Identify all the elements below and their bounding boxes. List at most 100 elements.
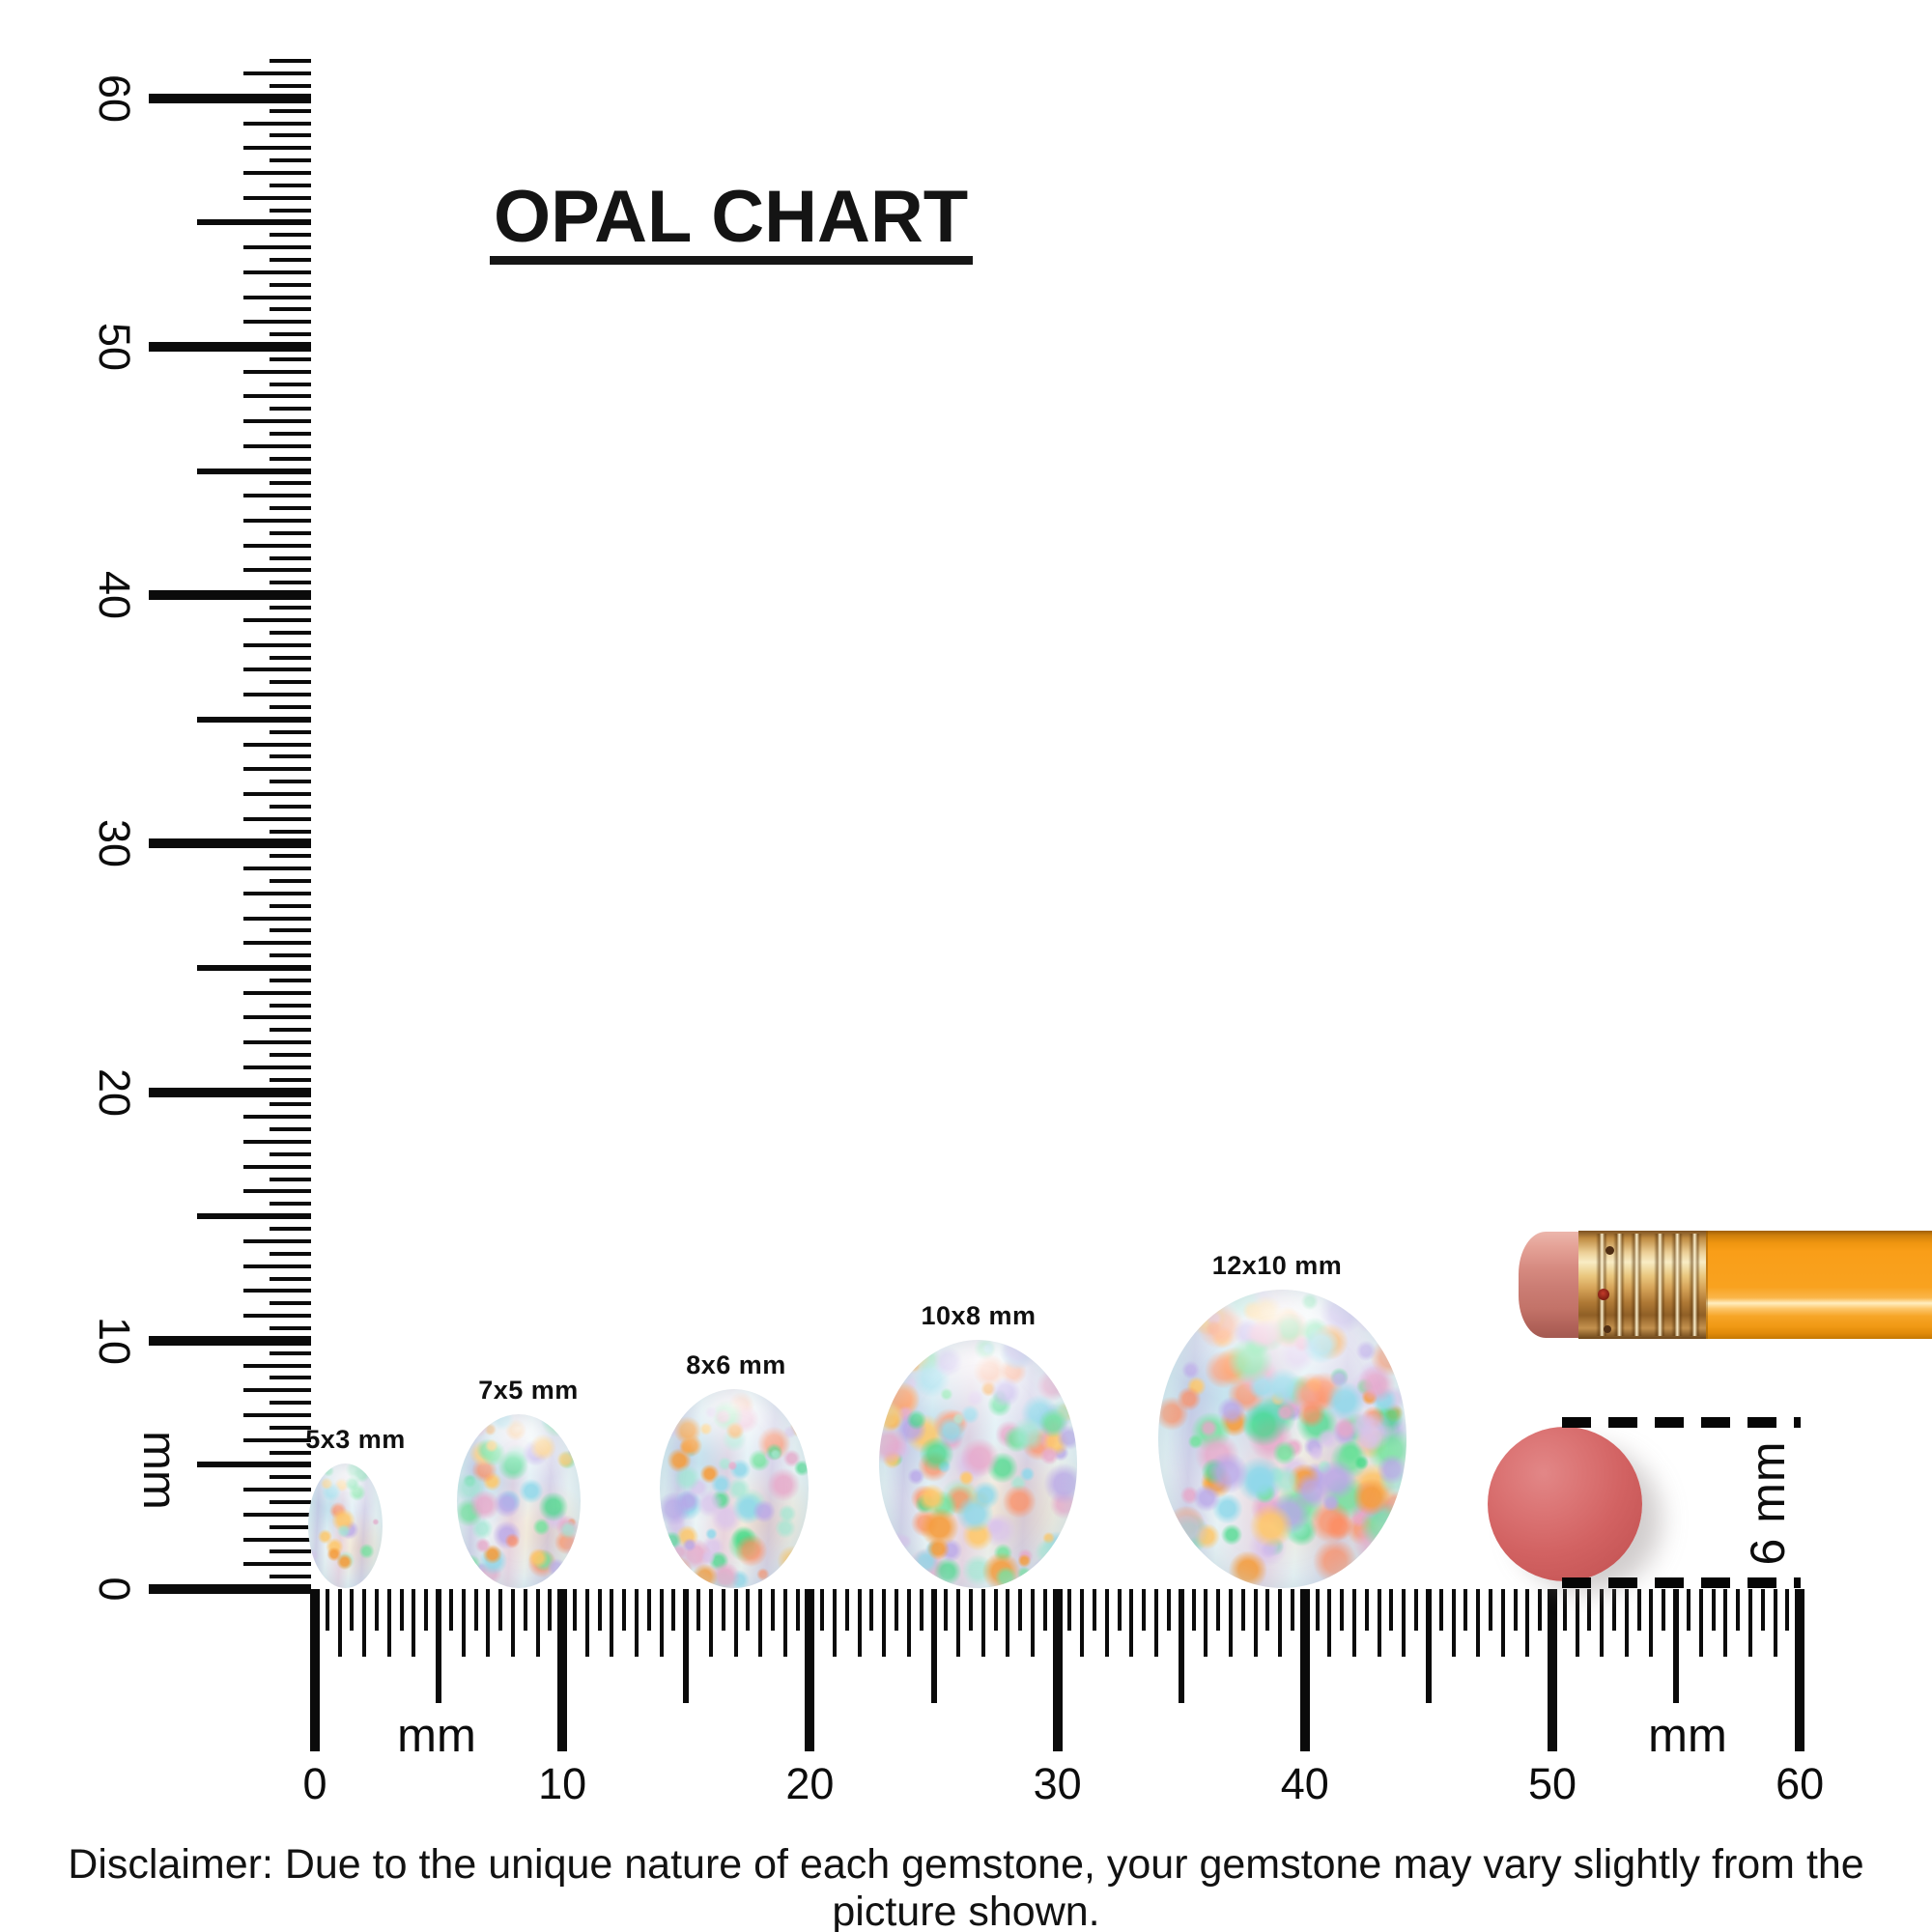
ruler-label: 50	[90, 322, 139, 372]
ruler-tick	[930, 1589, 937, 1703]
ruler-tick	[270, 704, 311, 709]
ruler-tick	[523, 1589, 527, 1631]
ruler-tick	[721, 1589, 725, 1631]
ruler-tick	[243, 1189, 311, 1194]
ruler-tick	[1438, 1589, 1443, 1631]
ruler-tick	[1548, 1589, 1557, 1751]
opal-gem	[457, 1414, 581, 1588]
ruler-tick	[270, 780, 311, 784]
ruler-tick	[270, 1350, 311, 1355]
ruler-tick	[270, 1102, 311, 1107]
ruler-tick	[535, 1589, 540, 1657]
ruler-tick	[1080, 1589, 1085, 1657]
ruler-tick	[243, 1314, 311, 1319]
ruler-tick	[1299, 1589, 1310, 1751]
ruler-tick	[243, 1065, 311, 1069]
title-underline	[490, 256, 973, 265]
opal-size-label: 12x10 mm	[1211, 1251, 1343, 1280]
ruler-tick	[510, 1589, 515, 1657]
ruler-tick	[857, 1589, 862, 1657]
ruler-tick	[956, 1589, 961, 1657]
ruler-tick	[243, 1264, 311, 1268]
ruler-tick	[1006, 1589, 1010, 1657]
ruler-tick	[149, 342, 311, 352]
ruler-tick	[270, 903, 311, 908]
ruler-tick	[243, 990, 311, 995]
opal-size-label: 10x8 mm	[921, 1301, 1037, 1330]
ruler-tick	[548, 1589, 553, 1631]
ruler-tick	[270, 257, 311, 262]
ruler-tick	[243, 1488, 311, 1492]
ruler-tick	[270, 1401, 311, 1406]
ruler-tick	[270, 804, 311, 809]
dimension-line-bottom	[1562, 1577, 1801, 1588]
ruler-tick	[270, 208, 311, 213]
ruler-tick	[1178, 1589, 1184, 1703]
ruler-tick	[243, 369, 311, 374]
ruler-tick	[243, 791, 311, 796]
ruler-tick	[270, 1127, 311, 1132]
ruler-tick	[243, 494, 311, 498]
ruler-tick	[270, 1575, 311, 1579]
ruler-tick	[270, 432, 311, 437]
ruler-tick	[149, 1087, 311, 1097]
ruler-tick	[243, 941, 311, 946]
ruler-tick	[1327, 1589, 1332, 1657]
ruler-label: 40	[90, 571, 139, 620]
opal-gem	[307, 1463, 383, 1588]
ruler-tick	[197, 716, 311, 723]
ruler-tick	[243, 1040, 311, 1045]
ruler-tick	[270, 555, 311, 560]
opal-size-label: 7x5 mm	[478, 1376, 579, 1405]
ruler-tick	[243, 767, 311, 772]
ruler-tick	[243, 170, 311, 175]
ruler-tick	[1052, 1589, 1063, 1751]
ruler-tick	[1142, 1589, 1147, 1631]
ruler-tick	[270, 1276, 311, 1281]
ruler-label: 60	[1776, 1759, 1825, 1808]
ruler-tick	[243, 519, 311, 524]
ruler-tick	[270, 332, 311, 337]
ruler-tick	[243, 71, 311, 76]
ruler-tick	[270, 1251, 311, 1256]
ruler-tick	[243, 1537, 311, 1542]
ruler-tick	[270, 1301, 311, 1306]
ferrule-crimp	[1671, 1234, 1683, 1336]
ruler-tick	[243, 320, 311, 325]
horizontal-ruler-unit-label-left: mm	[397, 1710, 476, 1762]
ruler-tick	[1216, 1589, 1221, 1631]
ruler-tick	[243, 693, 311, 697]
opal-size-label: 8x6 mm	[686, 1350, 786, 1379]
ferrule-crimp	[1631, 1234, 1642, 1336]
ruler-tick	[1389, 1589, 1394, 1631]
ruler-tick	[1191, 1589, 1196, 1631]
ruler-tick	[243, 742, 311, 747]
ruler-tick	[243, 245, 311, 250]
ruler-tick	[270, 133, 311, 138]
ruler-tick	[149, 1335, 311, 1346]
ruler-tick	[1476, 1589, 1481, 1657]
ruler-tick	[1104, 1589, 1109, 1657]
ruler-tick	[270, 978, 311, 982]
ruler-tick	[683, 1589, 690, 1703]
ruler-tick	[919, 1589, 923, 1631]
ruler-label: 30	[90, 819, 139, 868]
ruler-tick	[436, 1589, 442, 1703]
ruler-tick	[869, 1589, 874, 1631]
ruler-tick	[1067, 1589, 1072, 1631]
ruler-tick	[1587, 1589, 1592, 1631]
ruler-tick	[1785, 1589, 1790, 1631]
ruler-tick	[1711, 1589, 1716, 1631]
ruler-tick	[270, 1227, 311, 1232]
ruler-tick	[270, 233, 311, 238]
ferrule-rivet	[1605, 1246, 1614, 1255]
ruler-tick	[149, 1584, 311, 1594]
ruler-tick	[270, 1177, 311, 1181]
ruler-tick	[473, 1589, 478, 1631]
ruler-tick	[1042, 1589, 1047, 1631]
ruler-tick	[622, 1589, 627, 1631]
ruler-tick	[386, 1589, 391, 1657]
pencil-eraser-tip	[1519, 1232, 1582, 1338]
ruler-tick	[270, 183, 311, 187]
ruler-tick	[270, 878, 311, 883]
